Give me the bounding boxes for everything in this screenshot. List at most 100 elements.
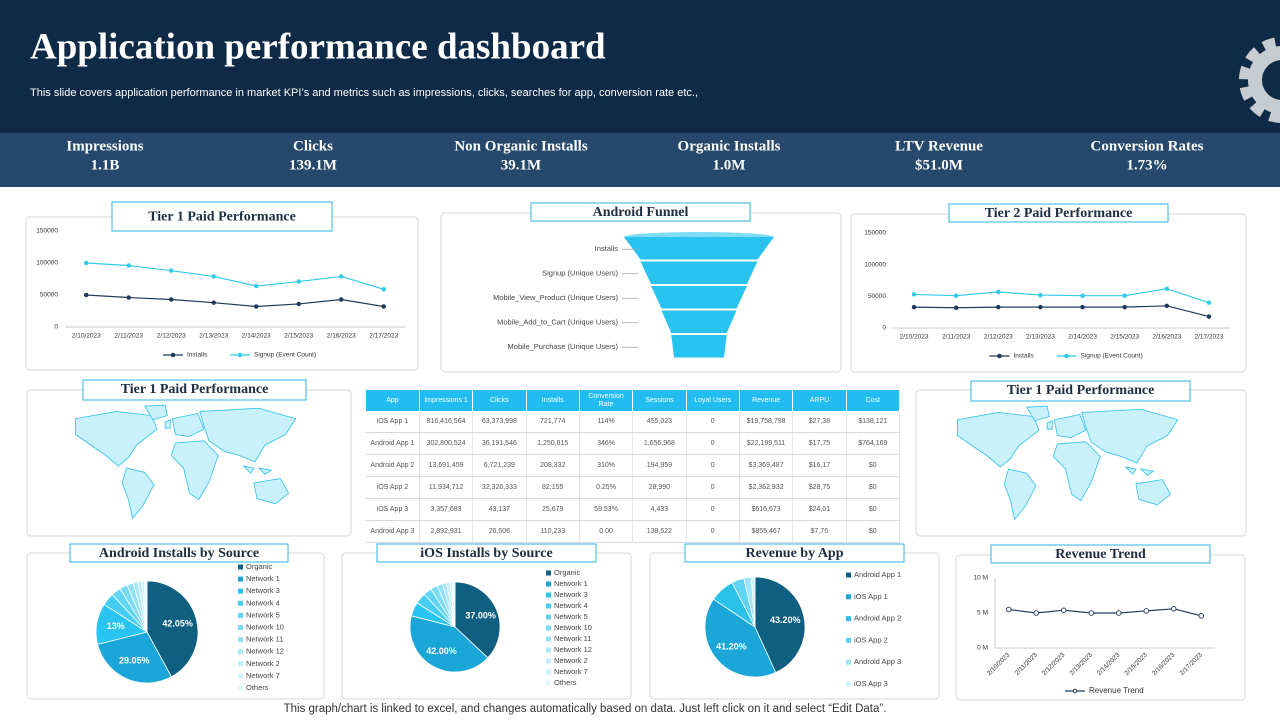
x-tick-label: 2/17/2023	[1194, 334, 1223, 341]
legend-swatch	[238, 588, 243, 594]
table-cell: 0	[686, 411, 740, 433]
legend-label: Network 5	[246, 610, 280, 619]
funnel-stage	[651, 286, 747, 309]
table-cell: $19,758,798	[739, 411, 794, 433]
x-tick-label: 2/12/2023	[984, 334, 1013, 341]
legend-swatch	[846, 594, 851, 600]
legend-swatch-dot	[997, 353, 1002, 359]
legend-swatch	[846, 616, 851, 622]
table-cell: 2,892,931	[419, 520, 474, 543]
column-header: App	[366, 390, 420, 411]
table-header: App Impressions 1 Clicks Installs Conversion…	[366, 390, 901, 411]
legend-label: Network 3	[554, 590, 588, 599]
kpi-value: 1.0M	[713, 157, 746, 173]
column-header: Conversion Rate	[579, 390, 634, 411]
data-point	[1206, 314, 1212, 319]
kpi-value: 1.1B	[91, 157, 120, 173]
pie-slice	[409, 615, 489, 673]
y-tick-label: 5 M	[977, 610, 988, 617]
legend-swatch	[546, 603, 551, 609]
legend-swatch	[546, 647, 551, 653]
table-cell: 1,656,968	[632, 432, 687, 455]
data-point	[1006, 606, 1012, 613]
kpi-label: Conversion Rates	[1091, 138, 1204, 154]
chart-title-box	[948, 203, 1169, 223]
data-point	[253, 283, 259, 289]
pie-slice	[454, 581, 501, 659]
funnel-label: Installs	[595, 244, 619, 253]
x-tick-label: 2/12/2023	[157, 333, 186, 340]
pie-value-label: 29.05%	[119, 655, 150, 665]
map-title: Tier 1 Paid Performance	[121, 382, 269, 397]
table-cell: 82,155	[526, 476, 580, 499]
table-cell: 25,679	[526, 498, 580, 521]
data-point	[1143, 608, 1149, 614]
data-point	[381, 304, 387, 309]
legend-swatch	[238, 564, 243, 570]
data-point	[1170, 606, 1177, 612]
map-panel: Tier 1 Paid Performance	[915, 380, 1247, 537]
table-cell: iOS App 2	[366, 476, 420, 499]
table-cell: 0.00	[579, 520, 634, 543]
legend-swatch	[238, 649, 243, 655]
line-series	[914, 288, 1210, 304]
funnel-label: Mobile_Add_to_Cart (Unique Users)	[497, 318, 618, 327]
legend-label: Signup (Event Count)	[254, 352, 316, 359]
data-point	[168, 297, 174, 302]
table-cell: 1,250,815	[526, 432, 580, 455]
chart-title: Revenue Trend	[1055, 547, 1146, 562]
table-cell: 0.25%	[579, 476, 634, 499]
data-point	[953, 293, 959, 298]
chart-title-box	[69, 543, 289, 563]
legend-label: Installs	[1014, 353, 1035, 360]
data-point	[381, 286, 387, 292]
legend-swatch	[238, 685, 243, 691]
table-cell: 721,774	[526, 411, 580, 433]
legend-label: Android App 3	[854, 657, 901, 666]
legend-label: Network 1	[554, 579, 588, 588]
table-cell: 0	[686, 476, 740, 499]
pie-value-label: 13%	[107, 621, 125, 631]
column-header: Sessions	[632, 390, 687, 411]
data-point	[126, 295, 131, 300]
legend-label: Network 7	[246, 671, 280, 680]
x-tick-label: 2/17/2023	[369, 333, 398, 340]
column-header: Impressions 1	[419, 390, 474, 411]
legend-label: Others	[246, 683, 269, 692]
chart-title: Android Funnel	[593, 205, 689, 220]
data-point	[83, 260, 89, 266]
line-series	[86, 294, 384, 308]
table-cell: 43,137	[472, 498, 527, 521]
y-tick-label: 0 M	[977, 645, 988, 652]
data-point	[996, 289, 1001, 295]
table-cell: 6,721,239	[472, 454, 527, 477]
x-tick-label: 2/11/2023	[115, 333, 144, 340]
legend-swatch	[238, 673, 243, 679]
table-cell: 13,691,459	[419, 454, 474, 477]
data-point	[1206, 300, 1212, 305]
table-cell: $28,75	[792, 476, 847, 499]
kpi-band	[0, 133, 1280, 187]
legend-swatch	[238, 637, 243, 643]
map-panel: Tier 1 Paid Performance	[26, 379, 352, 537]
legend-label: Revenue Trend	[1089, 686, 1144, 695]
line-series	[914, 305, 1210, 318]
x-tick-label: 2/13/2023	[199, 333, 228, 340]
legend-swatch-dot	[1064, 353, 1069, 359]
chart-panel	[850, 213, 1247, 373]
kpi-value: 139.1M	[289, 157, 337, 173]
table-cell: $0	[846, 520, 901, 543]
table-cell: 110,233	[526, 520, 580, 543]
legend-swatch	[546, 680, 551, 686]
legend-swatch-dot	[1072, 688, 1078, 694]
funnel-stage	[640, 261, 758, 284]
legend-swatch	[546, 625, 551, 631]
pie-value-label: 42.00%	[426, 646, 457, 656]
table-cell: $0	[846, 498, 901, 521]
kpi-value: 39.1M	[501, 157, 541, 173]
legend-label: iOS App 3	[854, 679, 888, 688]
table-cell: 0	[686, 432, 740, 455]
legend-label: Network 4	[246, 598, 280, 607]
table-cell: 63,373,998	[472, 411, 527, 433]
